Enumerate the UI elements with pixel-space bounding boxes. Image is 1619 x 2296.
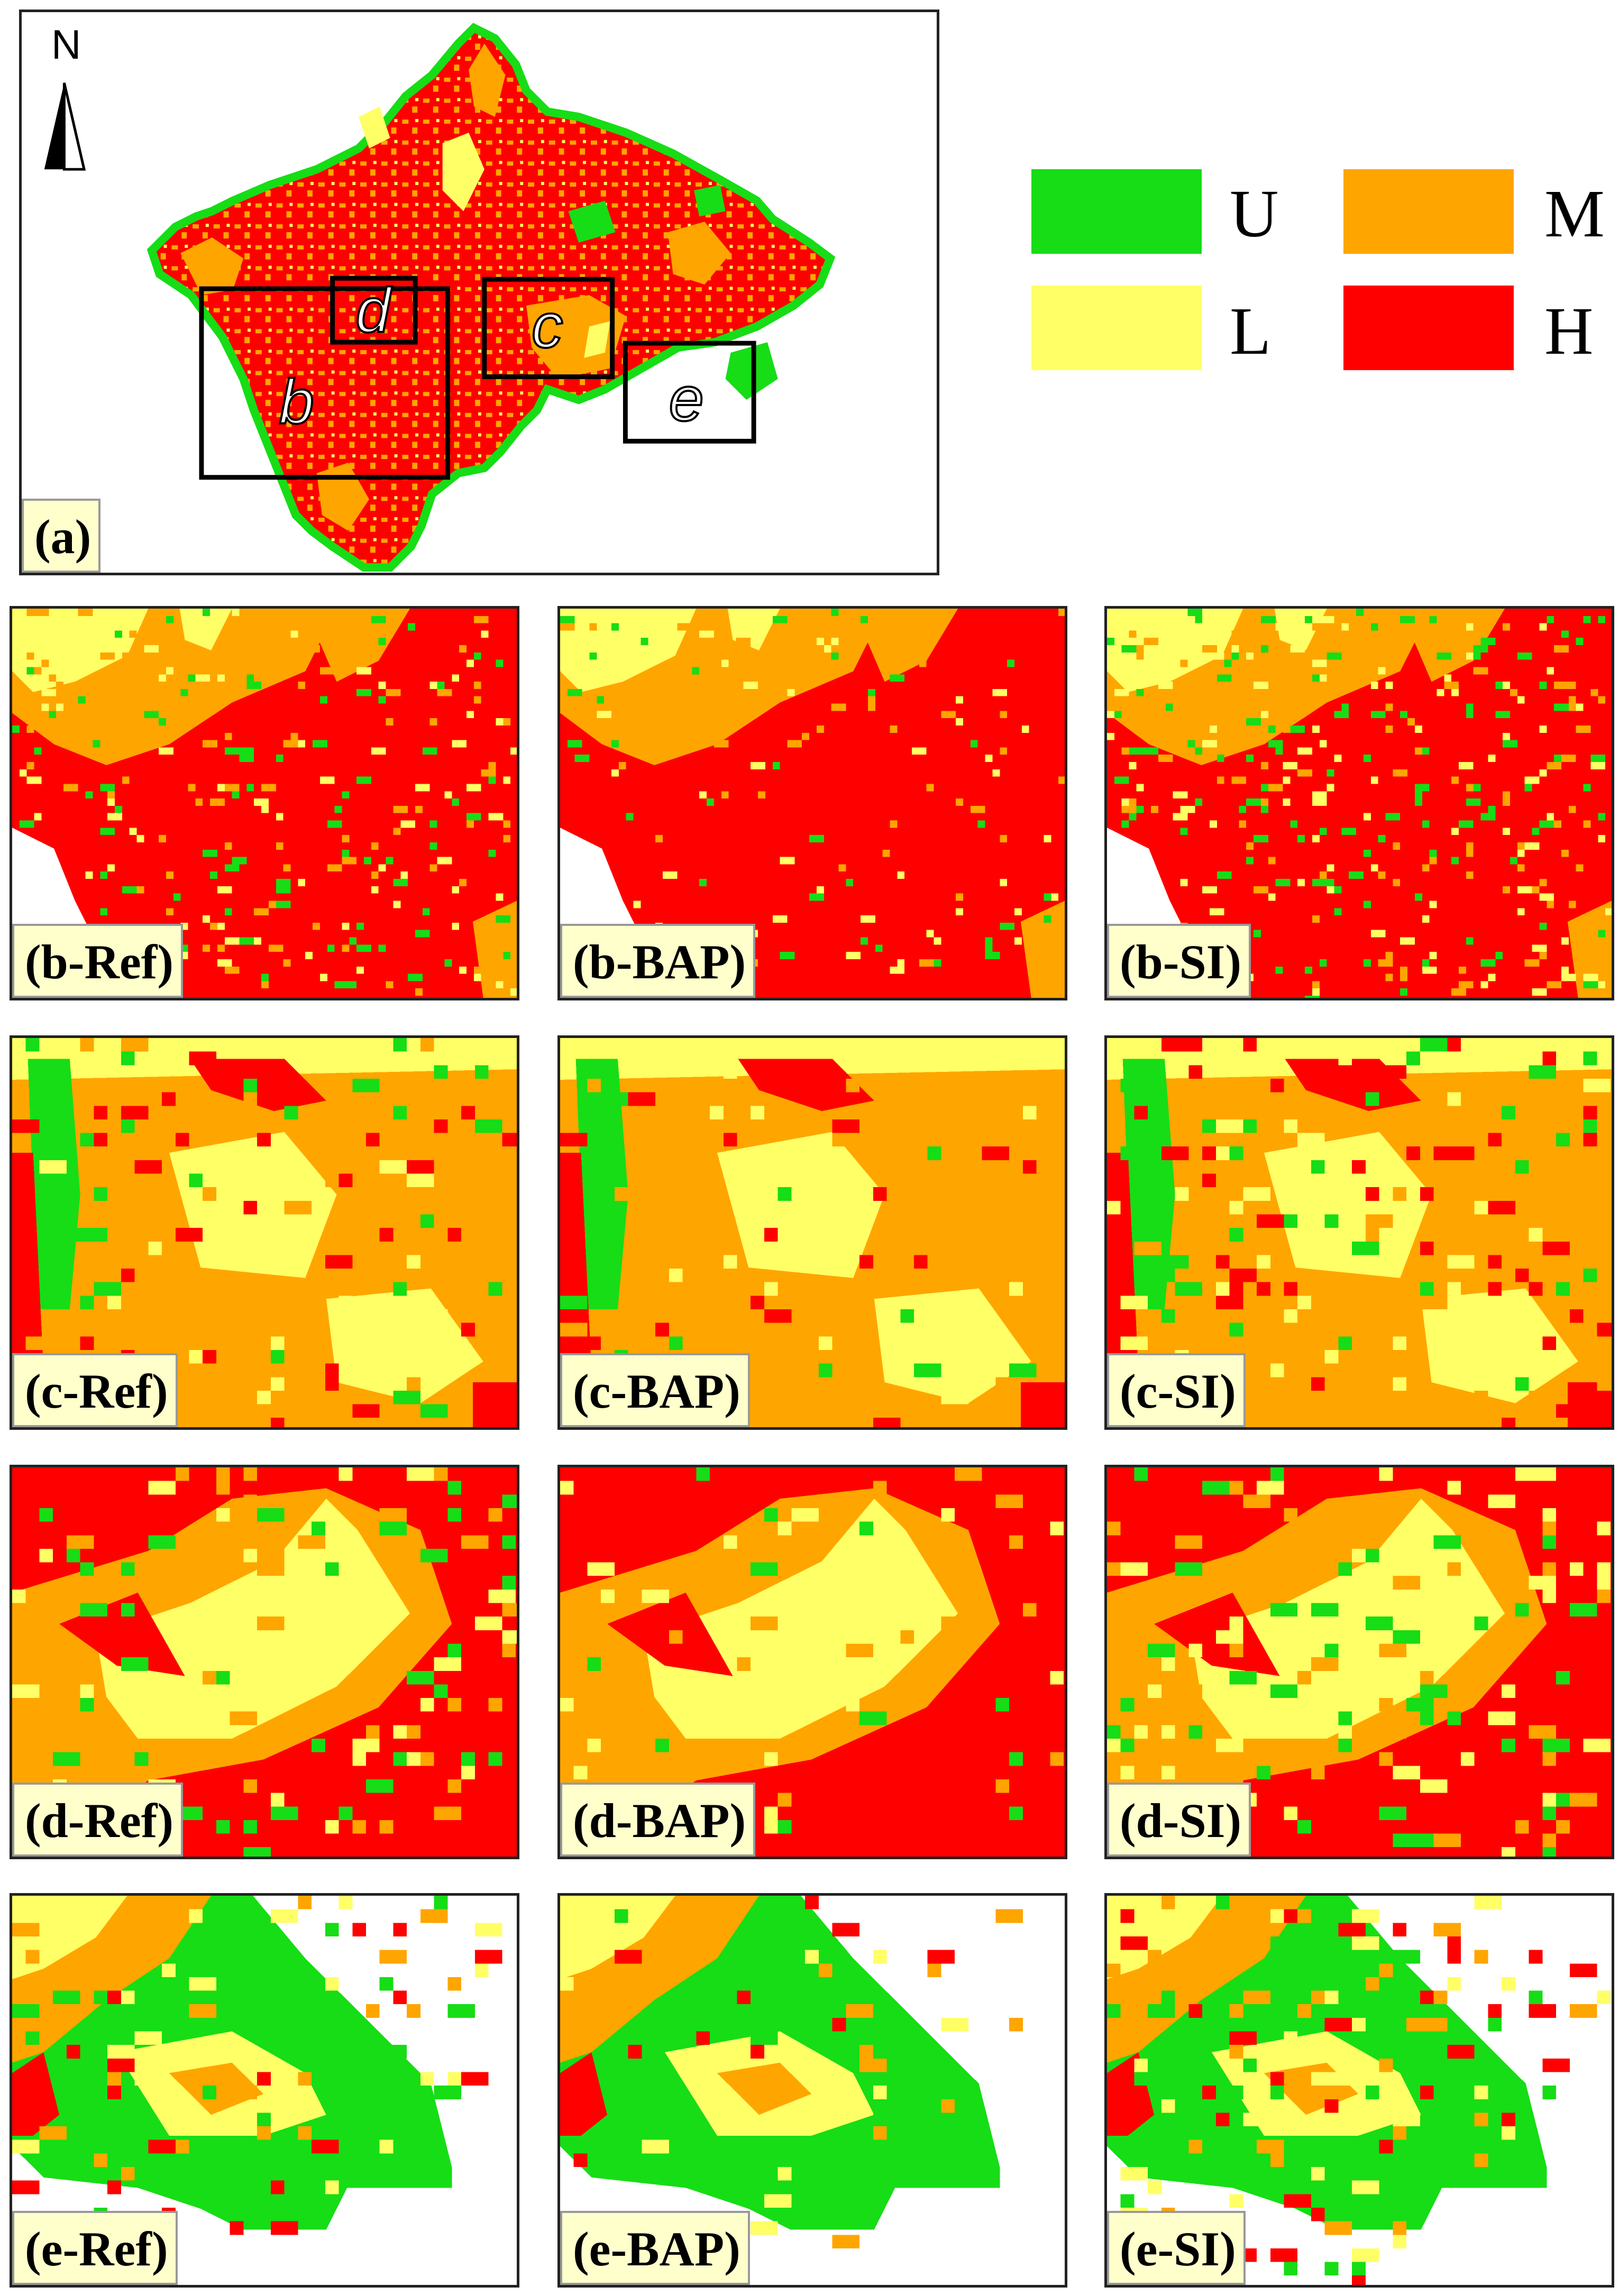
inset-box-b — [199, 286, 451, 480]
legend-swatch-U — [1031, 169, 1202, 254]
detail-panel-c-bap: (c-BAP) — [557, 1035, 1067, 1430]
detail-panel-c-ref: (c-Ref) — [10, 1035, 519, 1430]
inset-box-e — [623, 341, 756, 444]
detail-panel-d-ref: (d-Ref) — [10, 1465, 519, 1859]
detail-panel-d-bap: (d-BAP) — [557, 1465, 1067, 1859]
inset-box-d — [330, 275, 418, 345]
panel-label-b-ref: (b-Ref) — [12, 924, 183, 998]
panel-label-a: (a) — [22, 499, 101, 573]
panel-label-c-si: (c-SI) — [1107, 1353, 1246, 1427]
detail-panel-e-bap: (e-BAP) — [557, 1893, 1067, 2288]
panel-label-d-si: (d-SI) — [1107, 1783, 1251, 1857]
overview-map-panel: b c d e N (a) — [19, 10, 939, 575]
legend-label-H: H — [1544, 293, 1594, 369]
land-cover-map-d-ref — [12, 1467, 517, 1857]
overview-map: b c d e — [44, 23, 836, 572]
panel-label-b-si: (b-SI) — [1107, 924, 1251, 998]
legend-swatch-M — [1343, 169, 1514, 254]
detail-panel-e-ref: (e-Ref) — [10, 1893, 519, 2288]
detail-panel-b-ref: (b-Ref) — [10, 606, 519, 1000]
detail-panel-b-si: (b-SI) — [1104, 606, 1614, 1000]
legend-swatch-L — [1031, 286, 1202, 370]
panel-label-e-ref: (e-Ref) — [12, 2211, 178, 2285]
legend-label-M: M — [1544, 176, 1605, 251]
inset-letter-e: e — [669, 364, 704, 435]
inset-letter-b: b — [279, 367, 314, 437]
inset-letter-d: d — [355, 275, 392, 345]
detail-panel-c-si: (c-SI) — [1104, 1035, 1614, 1430]
legend: U M L H — [1016, 159, 1605, 381]
land-cover-map-c-si — [1107, 1038, 1612, 1427]
land-cover-map-e-bap — [560, 1896, 1065, 2285]
overview-green-zone — [568, 185, 778, 400]
north-arrow-icon — [44, 82, 86, 171]
legend-label-U: U — [1230, 176, 1279, 251]
inset-letter-c: c — [532, 291, 563, 361]
study-area-outline — [147, 23, 836, 572]
land-cover-map-b-si — [1107, 609, 1612, 998]
detail-panel-e-si: (e-SI) — [1104, 1893, 1614, 2288]
detail-panel-b-bap: (b-BAP) — [557, 606, 1067, 1000]
panel-label-b-bap: (b-BAP) — [560, 924, 756, 998]
land-cover-map-e-ref — [12, 1896, 517, 2285]
inset-box-c — [482, 277, 615, 379]
panel-label-e-bap: (e-BAP) — [560, 2211, 750, 2285]
overview-yellow-zone — [359, 106, 610, 358]
panel-label-c-bap: (c-BAP) — [560, 1353, 750, 1427]
panel-label-d-ref: (d-Ref) — [12, 1783, 183, 1857]
north-label: N — [51, 21, 81, 68]
panel-label-e-si: (e-SI) — [1107, 2211, 1246, 2285]
detail-panel-d-si: (d-SI) — [1104, 1465, 1614, 1859]
panel-label-d-bap: (d-BAP) — [560, 1783, 756, 1857]
panel-label-c-ref: (c-Ref) — [12, 1353, 178, 1427]
legend-label-L: L — [1230, 293, 1272, 369]
legend-swatch-H — [1343, 286, 1514, 370]
land-cover-map-e-si — [1107, 1896, 1612, 2285]
